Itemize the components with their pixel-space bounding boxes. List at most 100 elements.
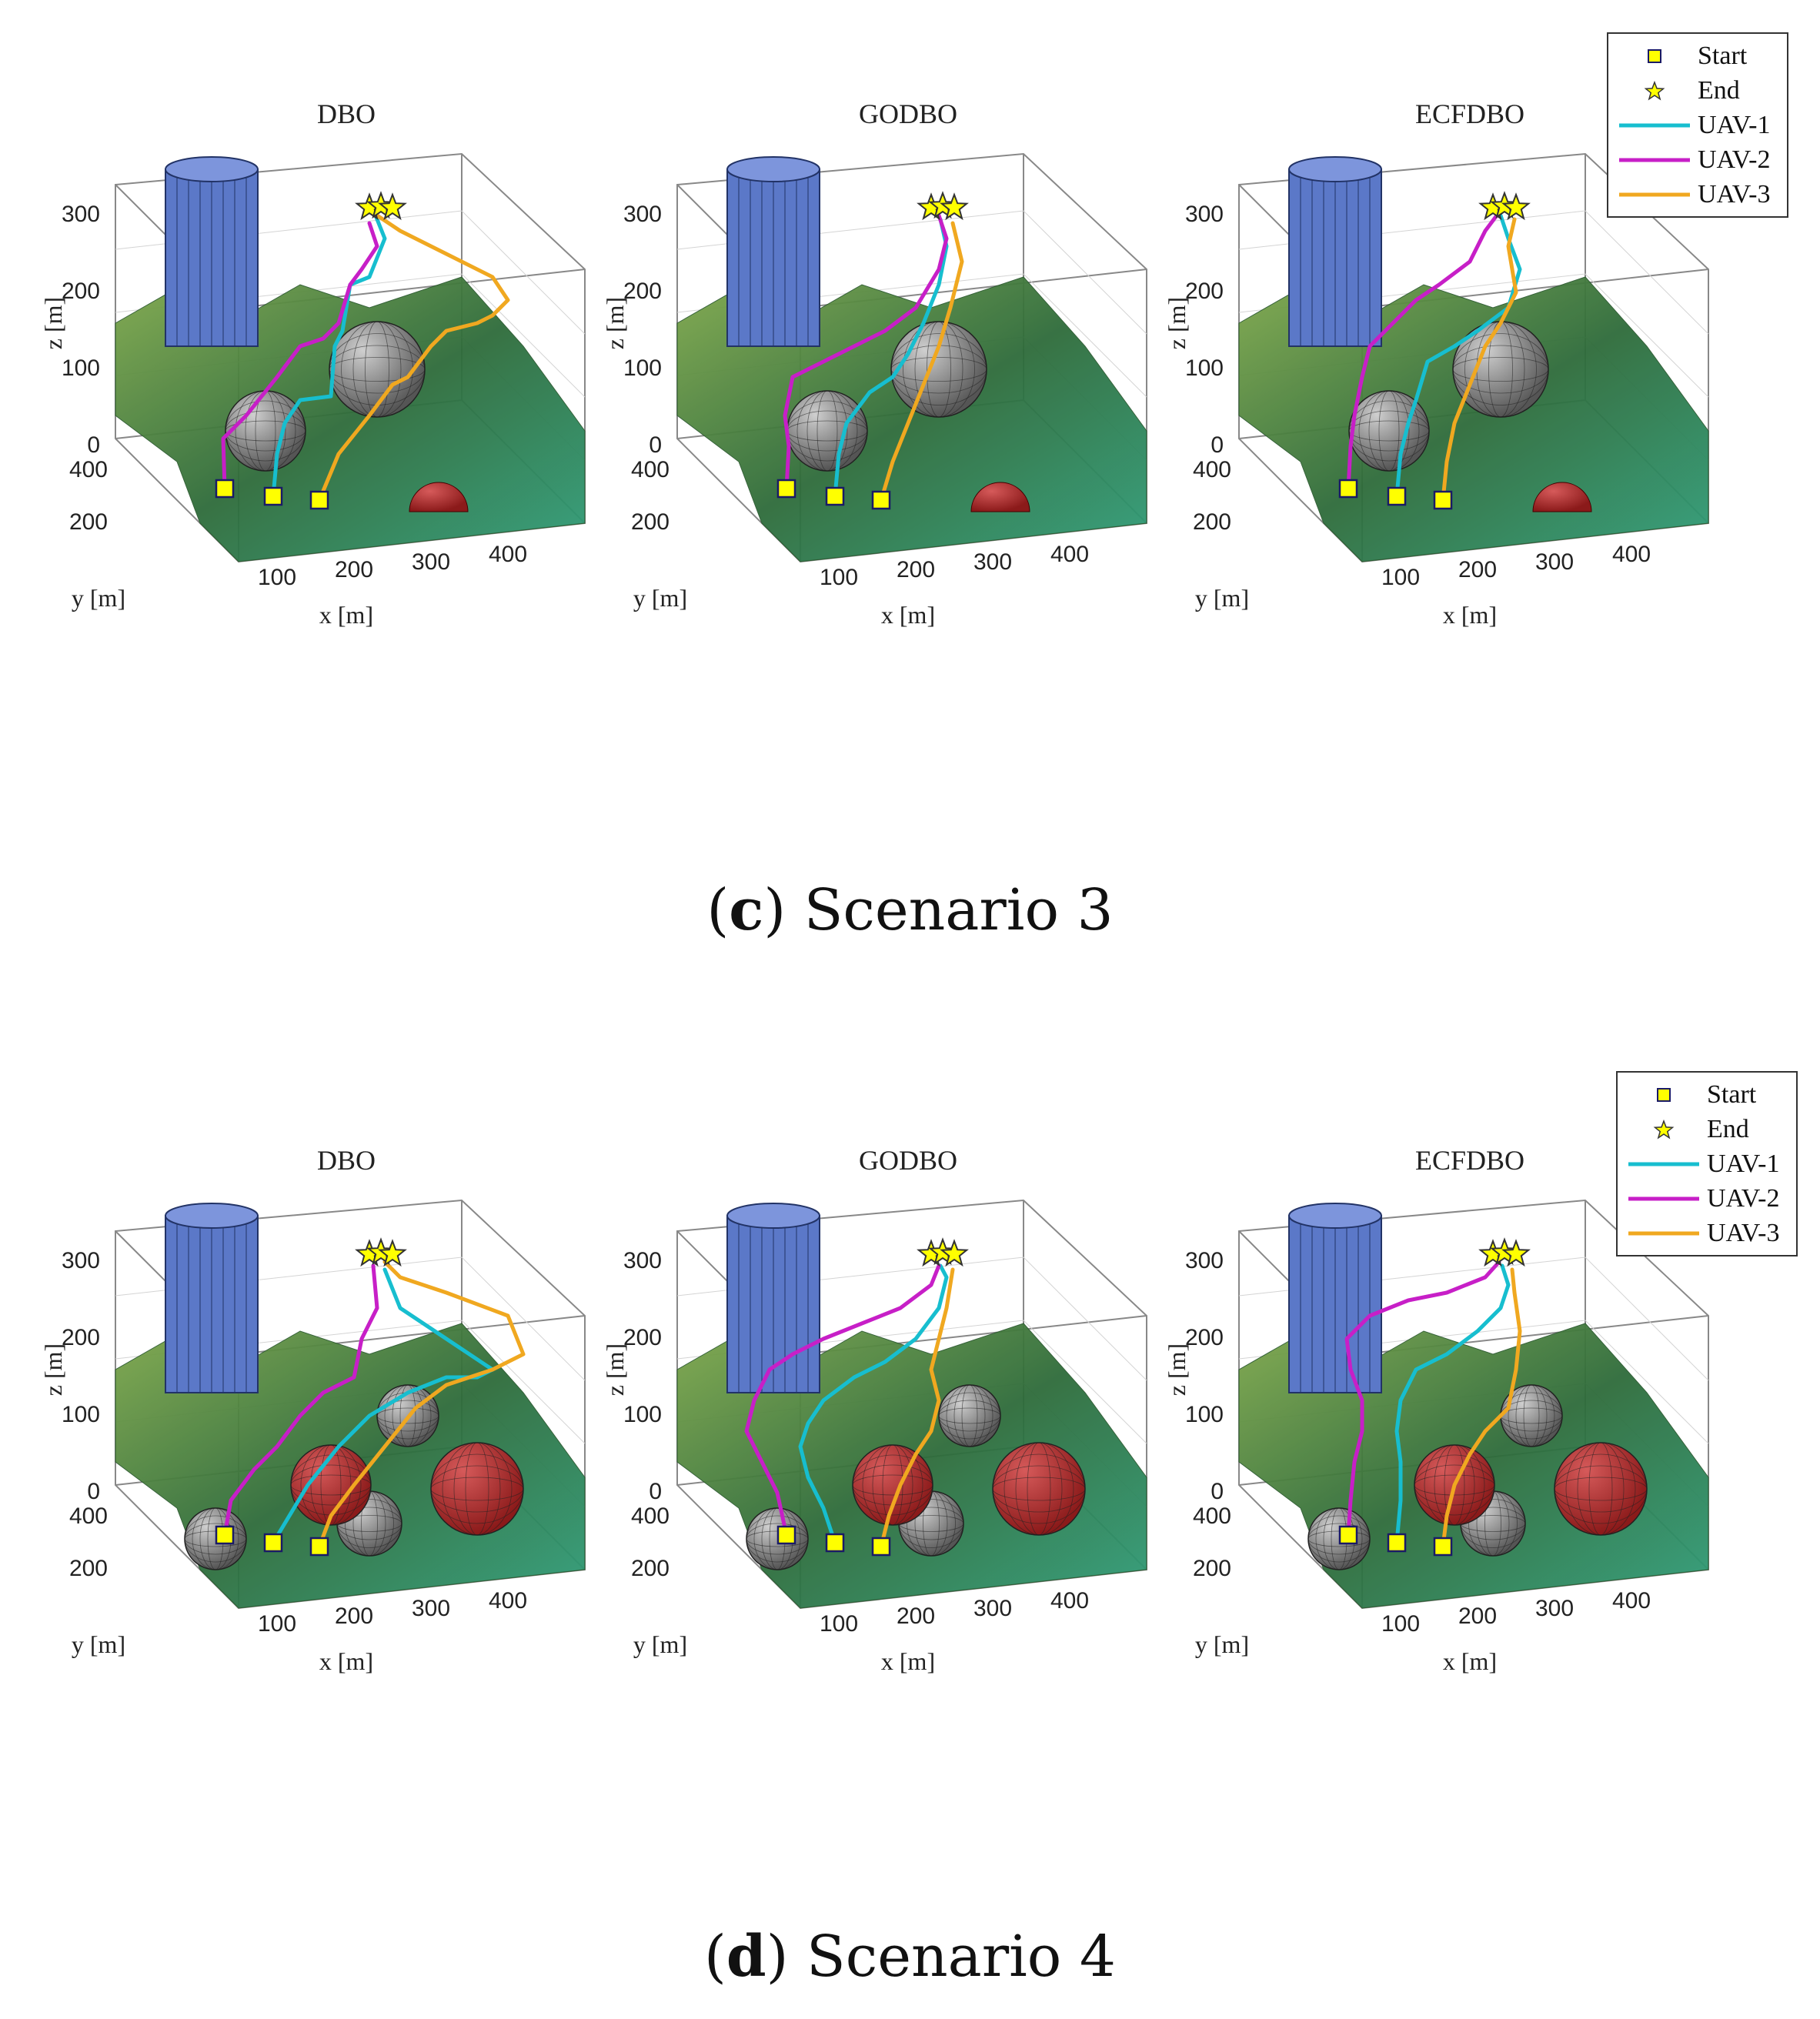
z-tick-label: 300 bbox=[62, 1248, 100, 1273]
z-tick-label: 0 bbox=[87, 1479, 100, 1504]
y-tick-label: 400 bbox=[69, 1503, 108, 1529]
y-tick-label: 400 bbox=[1193, 1503, 1231, 1529]
sphere-obstacle-red bbox=[852, 1444, 933, 1526]
legend-entry: UAV-2 bbox=[1616, 142, 1779, 177]
sphere-obstacle-gray bbox=[1348, 390, 1430, 472]
end-marker bbox=[1501, 192, 1531, 221]
x-axis-label: x [m] bbox=[319, 1647, 373, 1675]
z-axis-label: z [m] bbox=[1163, 297, 1191, 349]
uav-path-2 bbox=[1346, 213, 1499, 491]
z-tick-label: 0 bbox=[649, 1479, 662, 1504]
legend-entry: UAV-1 bbox=[1616, 108, 1779, 142]
cylinder-obstacle bbox=[165, 156, 259, 347]
start-marker bbox=[263, 486, 283, 506]
z-axis-label: z [m] bbox=[39, 297, 67, 349]
legend-label: UAV-1 bbox=[1707, 1149, 1780, 1178]
z-tick-label: 200 bbox=[1185, 1325, 1224, 1350]
x-tick-label: 400 bbox=[1612, 542, 1651, 567]
x-tick-label: 100 bbox=[1381, 1611, 1420, 1637]
start-marker bbox=[1338, 479, 1358, 499]
caption-text: Scenario 4 bbox=[788, 1924, 1116, 1990]
x-tick-label: 200 bbox=[335, 1604, 373, 1629]
z-tick-label: 0 bbox=[649, 432, 662, 458]
figure-caption: (d) Scenario 4 bbox=[0, 1924, 1820, 1990]
legend-entry: Start bbox=[1616, 38, 1779, 73]
x-tick-label: 400 bbox=[489, 1588, 527, 1614]
cylinder-obstacle bbox=[726, 1203, 820, 1393]
legend-line-icon bbox=[1616, 110, 1693, 141]
y-tick-label: 400 bbox=[1193, 457, 1231, 482]
sphere-obstacle-gray bbox=[1500, 1384, 1563, 1447]
uav-path-3 bbox=[317, 1260, 526, 1549]
legend-label: UAV-2 bbox=[1698, 145, 1771, 174]
start-marker bbox=[1433, 1537, 1453, 1557]
y-tick-label: 200 bbox=[1193, 1556, 1231, 1581]
start-marker bbox=[309, 1537, 329, 1557]
x-tick-label: 300 bbox=[412, 549, 450, 575]
x-axis-label: x [m] bbox=[319, 601, 373, 629]
x-tick-label: 400 bbox=[1050, 542, 1089, 567]
x-tick-label: 200 bbox=[897, 1604, 935, 1629]
x-tick-label: 100 bbox=[820, 565, 858, 590]
legend-line-icon bbox=[1625, 1149, 1702, 1180]
uav-path-2 bbox=[221, 221, 379, 491]
legend-line-icon bbox=[1616, 179, 1693, 210]
legend-entry: End bbox=[1625, 1112, 1788, 1146]
x-tick-label: 400 bbox=[1050, 1588, 1089, 1614]
start-marker bbox=[309, 490, 329, 510]
start-marker bbox=[871, 1537, 891, 1557]
z-tick-label: 300 bbox=[1185, 202, 1224, 227]
figure-caption: (c) Scenario 3 bbox=[0, 877, 1820, 943]
uav-path-3 bbox=[317, 213, 510, 502]
sphere-obstacle-red bbox=[290, 1444, 372, 1526]
z-axis-label: z [m] bbox=[39, 1343, 67, 1396]
x-tick-label: 300 bbox=[1535, 1596, 1574, 1621]
y-axis-label: y [m] bbox=[633, 584, 687, 612]
y-tick-label: 200 bbox=[69, 1556, 108, 1581]
x-tick-label: 300 bbox=[1535, 549, 1574, 575]
legend-entry: UAV-3 bbox=[1625, 1216, 1788, 1250]
uav-path-1 bbox=[798, 1263, 949, 1545]
panel-title: GODBO bbox=[859, 98, 957, 129]
start-marker bbox=[776, 1525, 796, 1545]
x-tick-label: 100 bbox=[258, 565, 296, 590]
panel-title: ECFDBO bbox=[1415, 98, 1524, 129]
legend-entry: UAV-3 bbox=[1616, 177, 1779, 212]
legend-entry: UAV-2 bbox=[1625, 1181, 1788, 1216]
sphere-obstacle-red bbox=[1554, 1442, 1648, 1536]
start-marker bbox=[776, 479, 796, 499]
legend-entry: Start bbox=[1625, 1077, 1788, 1112]
uav-path-2 bbox=[783, 213, 949, 491]
end-marker bbox=[940, 192, 969, 221]
z-tick-label: 100 bbox=[1185, 355, 1224, 381]
x-tick-label: 200 bbox=[897, 557, 935, 582]
x-tick-label: 100 bbox=[1381, 565, 1420, 590]
sphere-obstacle-red bbox=[409, 482, 469, 512]
z-axis-label: z [m] bbox=[1163, 1343, 1191, 1396]
x-tick-label: 300 bbox=[412, 1596, 450, 1621]
y-axis-label: y [m] bbox=[633, 1630, 687, 1658]
square-icon bbox=[1625, 1080, 1702, 1110]
z-tick-label: 200 bbox=[62, 279, 100, 304]
sphere-obstacle-gray bbox=[938, 1384, 1001, 1447]
z-tick-label: 300 bbox=[62, 202, 100, 227]
x-axis-label: x [m] bbox=[1443, 1647, 1497, 1675]
uav-path-1 bbox=[833, 217, 949, 499]
z-tick-label: 0 bbox=[1211, 1479, 1224, 1504]
z-tick-label: 300 bbox=[623, 1248, 662, 1273]
sphere-obstacle-gray bbox=[225, 390, 306, 472]
plot-row-scenario-3: DBO 300 200 100 0 400 200 100 200 300 400 x [m] y [m… bbox=[0, 0, 1820, 692]
z-tick-label: 200 bbox=[62, 1325, 100, 1350]
y-axis-label: y [m] bbox=[1195, 584, 1249, 612]
x-tick-label: 200 bbox=[1458, 1604, 1497, 1629]
sphere-obstacle-gray bbox=[1452, 321, 1549, 418]
start-marker bbox=[825, 1533, 845, 1553]
caption-paren-open: ( bbox=[706, 877, 730, 943]
x-tick-label: 400 bbox=[1612, 1588, 1651, 1614]
legend: Start End UAV-1 UAV-2 UAV-3 bbox=[1607, 32, 1788, 218]
legend-entry: End bbox=[1616, 73, 1779, 108]
y-axis-label: y [m] bbox=[1195, 1630, 1249, 1658]
uav-path-1 bbox=[1394, 1263, 1511, 1545]
